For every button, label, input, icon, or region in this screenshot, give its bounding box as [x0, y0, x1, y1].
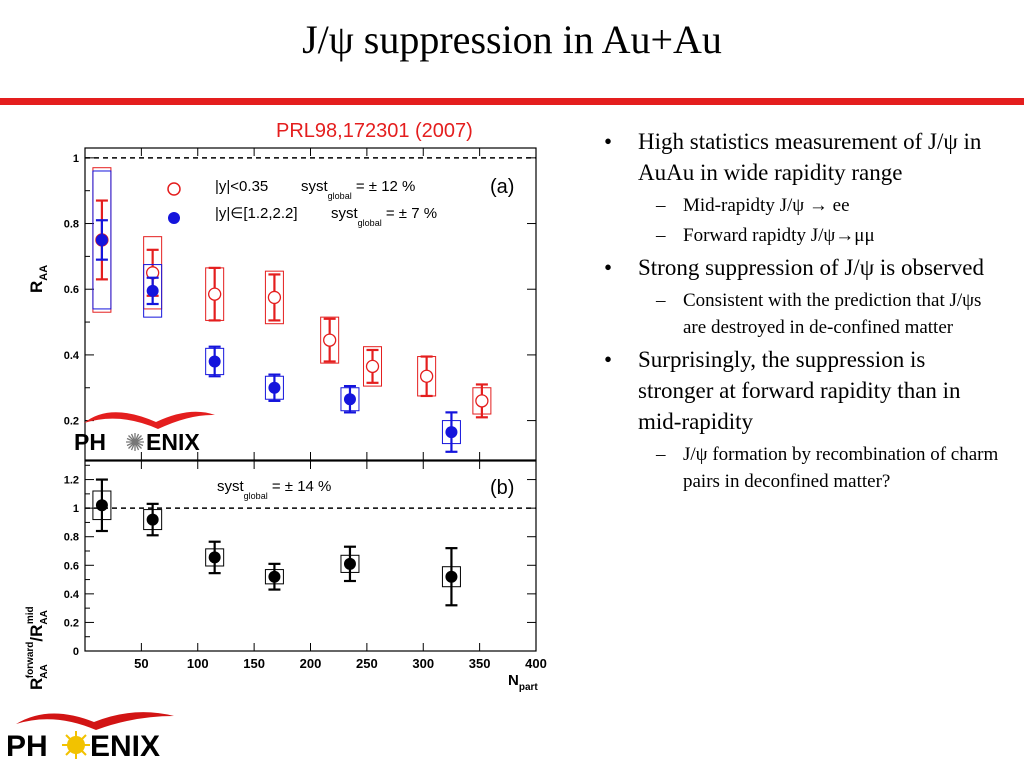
panel-a-label: (a): [490, 176, 514, 198]
panel-a-y-tick-label: 0.6: [64, 284, 79, 296]
panel-a-y-tick-label: 0.8: [64, 219, 79, 231]
phenix-logo-right: ENIX: [146, 429, 200, 455]
sub-bullet-item: – J/ψ formation by recombination of charm…: [656, 444, 999, 492]
sub-bullet-item: – Mid-rapidty J/ψ → ee: [656, 195, 850, 216]
bullet-text: High statistics measurement of J/ψ in Au…: [638, 129, 982, 185]
panel-b-y-tick-label: 0: [73, 646, 79, 658]
footer-logo-left: PH: [6, 730, 48, 763]
panel-b-label: (b): [490, 477, 514, 499]
panel-b-series-0-point: [146, 513, 159, 526]
phenix-logo: PH ENIX: [74, 411, 215, 455]
x-tick-label: 50: [134, 656, 148, 671]
panel-a-series-0-syst-box: [320, 316, 340, 364]
sub-bullet-text: Mid-rapidty J/ψ → ee: [683, 195, 850, 216]
chart-marks: [92, 167, 492, 607]
x-tick-label: 150: [243, 656, 265, 671]
panel-a-series-1-point: [208, 355, 221, 368]
panel-a-series-1-syst-box: [92, 170, 112, 310]
panel-a-series-1-point: [95, 233, 108, 246]
panel-b-y-tick-label: 1: [73, 503, 79, 515]
panel-b-y-tick-label: 0.2: [64, 617, 79, 629]
panel-b-syst-annotation: systglobal = ± 14 %: [217, 478, 331, 501]
bullet-item: • Surprisingly, the suppression is strong…: [604, 347, 961, 434]
panel-a-series-0-point: [365, 359, 380, 374]
reference-label: PRL98,172301 (2007): [276, 120, 473, 142]
legend-mid-label: |y|<0.35: [215, 178, 268, 195]
panel-b-y-tick-label: 0.6: [64, 560, 79, 572]
panel-a-series-1-point: [343, 393, 356, 406]
panel-a-series-1-point: [445, 426, 458, 439]
panel-a-y-tick-label: 0.2: [64, 416, 79, 428]
sub-bullet-text: Consistent with the prediction that J/ψs…: [683, 290, 982, 338]
sub-bullet-text: J/ψ formation by recombination of charm …: [683, 444, 999, 492]
panel-a-series-0-syst-box: [363, 346, 383, 387]
panel-a-series-1-syst-box: [143, 264, 163, 318]
sub-bullet-item: – Forward rapidty J/ψ→μμ: [656, 225, 875, 246]
panel-a-series-1-point: [146, 284, 159, 297]
panel-a-y-tick-label: 1: [73, 153, 79, 165]
x-tick-label: 400: [525, 656, 547, 671]
bullet-text: Surprisingly, the suppression is stronge…: [638, 347, 961, 434]
x-axis-title: Npart: [508, 672, 538, 693]
bullet-item: • High statistics measurement of J/ψ in A…: [604, 129, 982, 185]
phenix-footer-logo: PH ENIX: [6, 712, 174, 763]
bullet-text: Strong suppression of J/ψ is observed: [638, 255, 984, 280]
panel-b-y-tick-label: 1.2: [64, 475, 79, 487]
x-tick-label: 350: [469, 656, 491, 671]
panel-a-series-0-point: [323, 333, 337, 347]
legend-mid-marker: [167, 182, 181, 196]
panel-a-series-0-point: [419, 369, 434, 383]
panel-a-series-0-point: [208, 287, 222, 301]
sub-bullet-text: Forward rapidty J/ψ→μμ: [683, 225, 875, 246]
panel-b-series-0-point: [208, 551, 221, 564]
legend-fwd-marker: [168, 212, 180, 224]
panel-b-series-0-point: [268, 570, 281, 583]
sub-bullet-item: – Consistent with the prediction that J/ψ…: [656, 290, 982, 338]
panel-b-series-0-point: [343, 557, 356, 570]
chart-axes: 0.2 0.4 0.6 0.8 1 0 0.2 0.4 0.6 0.8 1 1.2 50 100 150 20…: [64, 147, 547, 671]
x-tick-label: 300: [412, 656, 434, 671]
panel-a-series-0-point: [475, 394, 489, 408]
x-tick-label: 200: [300, 656, 322, 671]
raa-chart: RAA RAAforward/RAAmid 0.20.40.60.8100.20…: [25, 147, 547, 693]
bullet-list: • High statistics measurement of J/ψ in A…: [598, 126, 1003, 498]
panel-a-y-tick-label: 0.4: [64, 350, 80, 362]
bullet-item: • Strong suppression of J/ψ is observed: [604, 255, 984, 280]
panel-b-series-0-point: [95, 499, 108, 512]
slide-title: J/ψ suppression in Au+Au: [302, 17, 722, 62]
panel-b-y-tick-label: 0.8: [64, 532, 79, 544]
legend-fwd-label: |y|∈[1.2,2.2]: [215, 205, 298, 222]
title-divider: [0, 98, 1024, 105]
phenix-logo-left: PH: [74, 429, 106, 455]
panel-a-series-1-point: [268, 381, 281, 394]
panel-b-series-0-point: [445, 570, 458, 583]
panel-a-series-0-syst-box: [264, 270, 284, 325]
footer-logo-right: ENIX: [90, 730, 160, 763]
x-tick-label: 100: [187, 656, 209, 671]
panel-b-y-tick-label: 0.4: [64, 589, 80, 601]
x-tick-label: 250: [356, 656, 378, 671]
legend-fwd-syst: systglobal = ± 7 %: [331, 205, 437, 228]
panel-b-ylabel: RAAforward/RAAmid: [25, 606, 50, 690]
panel-a-ylabel: RAA: [27, 265, 50, 293]
legend-mid-syst: systglobal = ± 12 %: [301, 178, 415, 201]
panel-a-series-0-point: [267, 290, 282, 305]
